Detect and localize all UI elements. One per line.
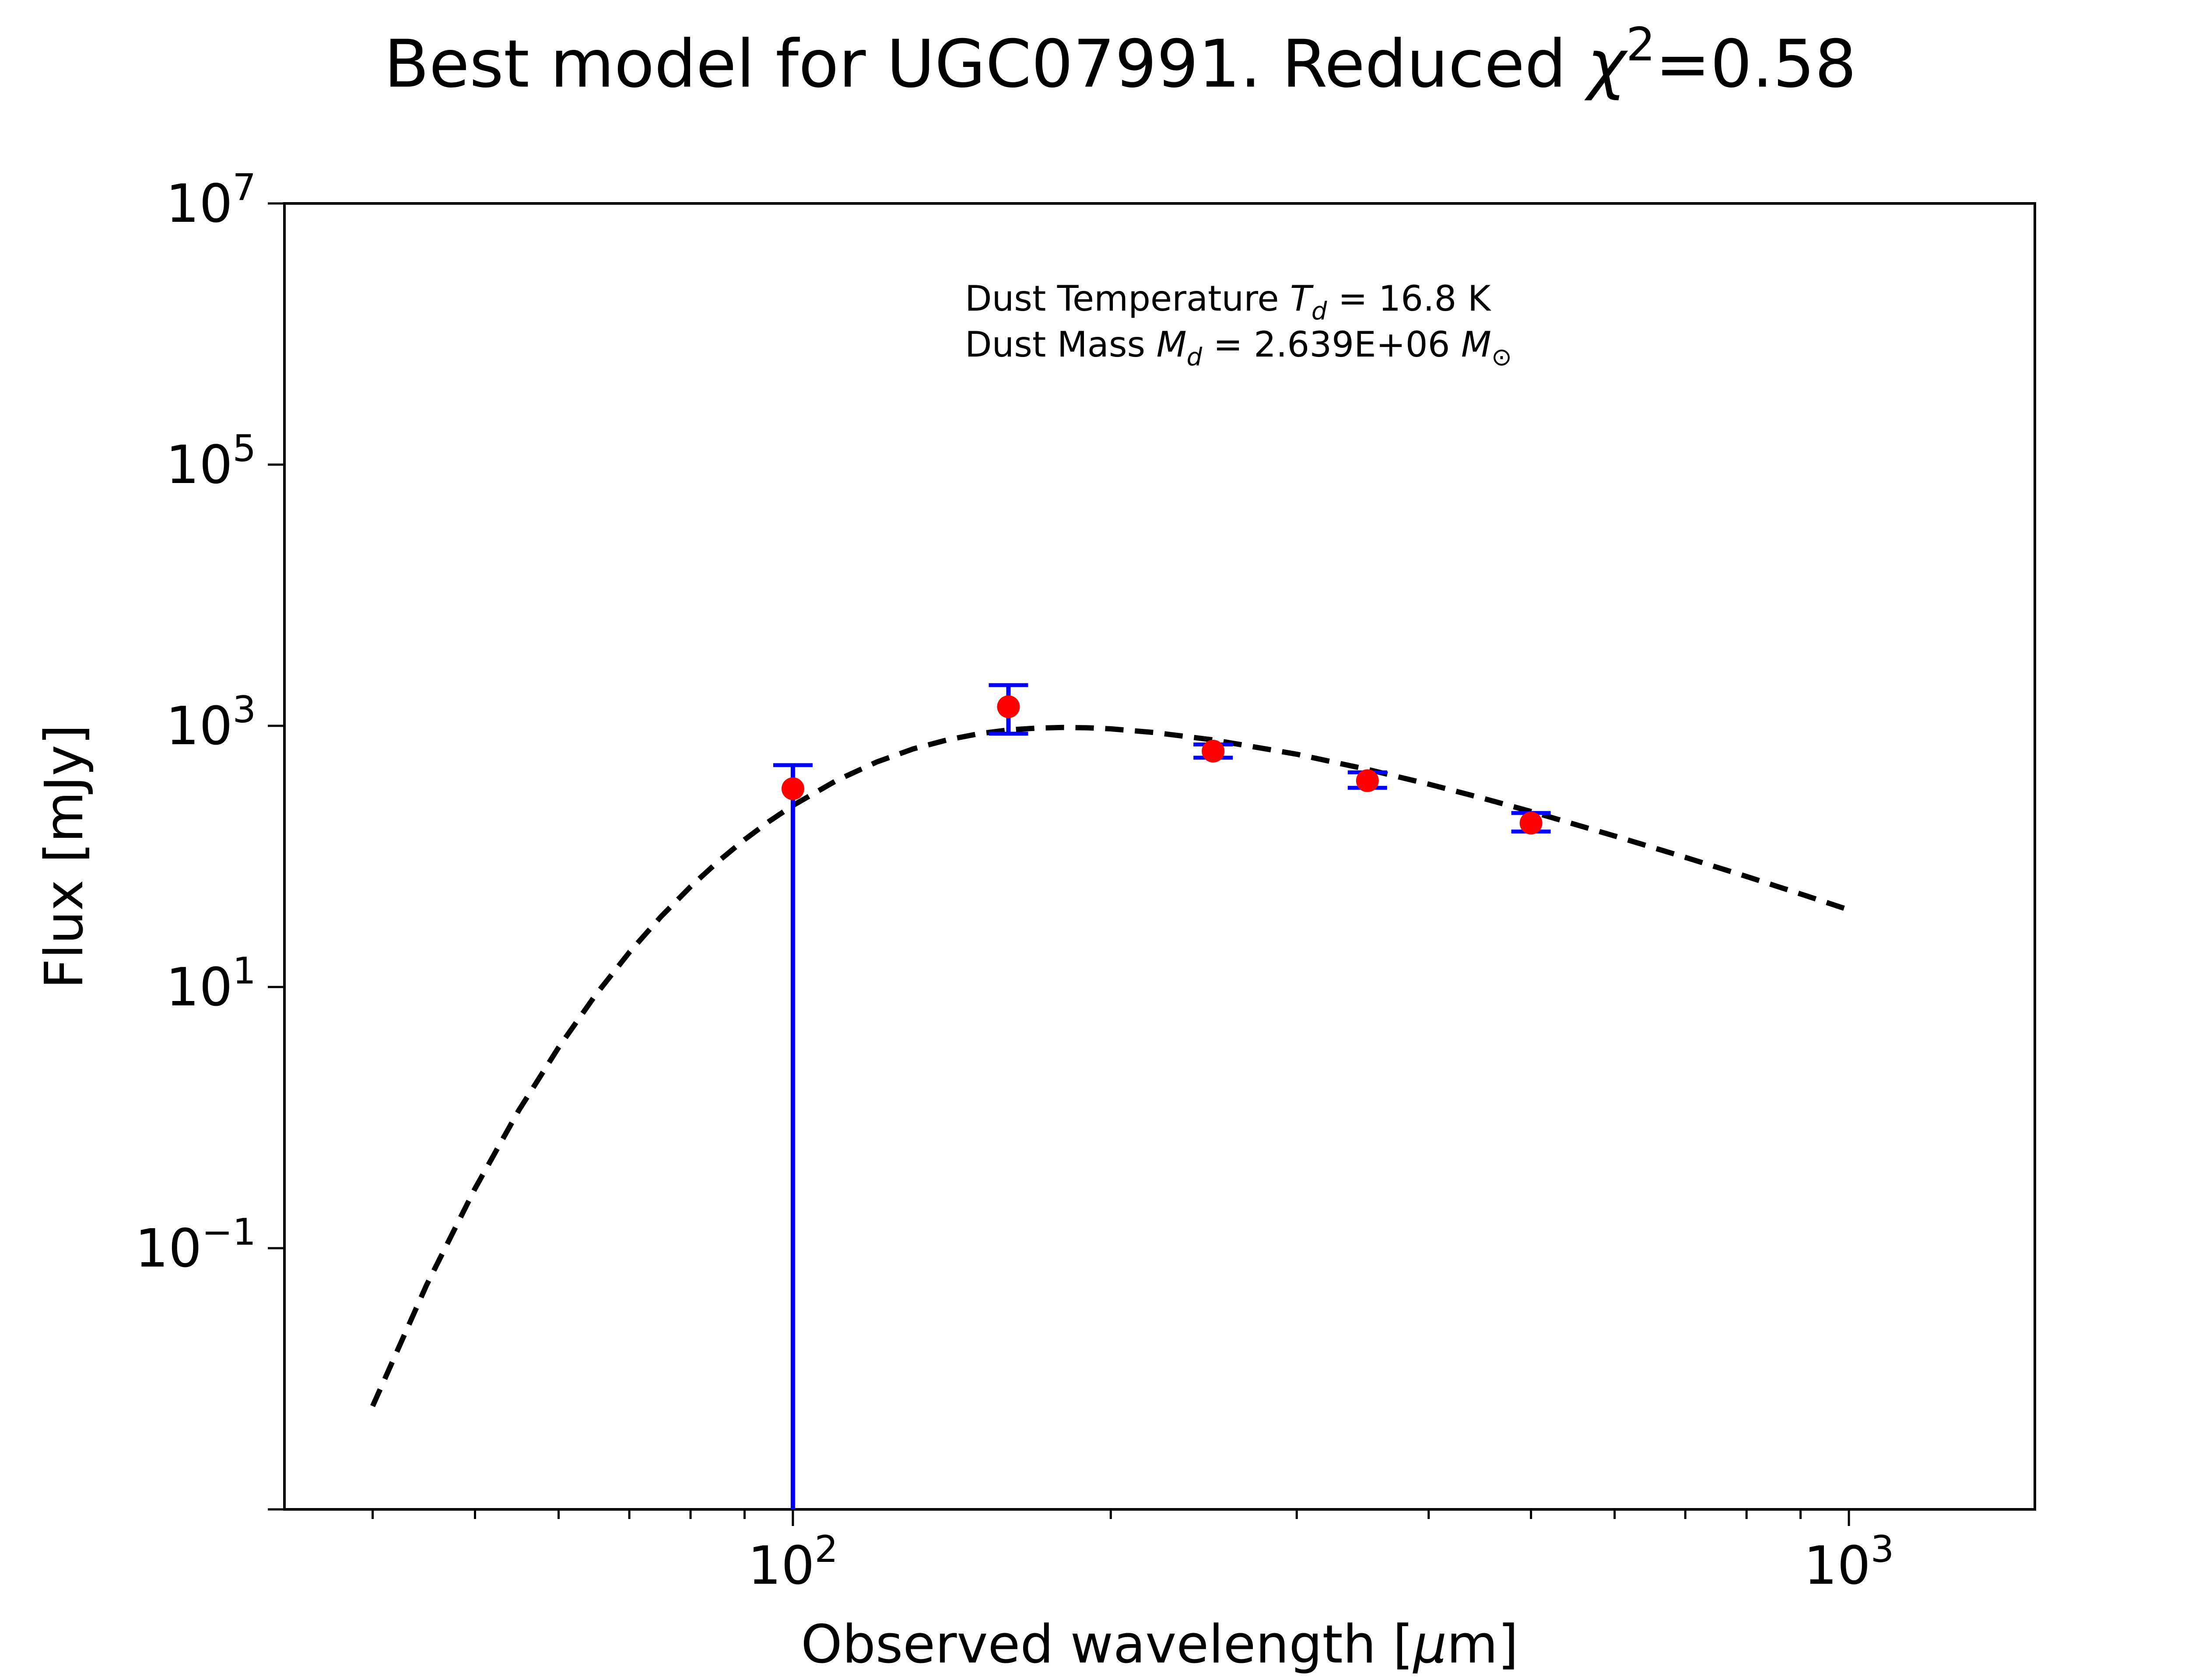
- x-tick-label-base: 10: [1804, 1536, 1871, 1596]
- data-point: [1202, 739, 1225, 763]
- annotation-mass-unit-sub: ⊙: [1491, 343, 1512, 371]
- data-point: [781, 777, 804, 800]
- chart-title: Best model for UGC07991. Reduced χ2=0.58: [384, 18, 1857, 102]
- y-tick-label-exponent: 7: [233, 166, 256, 209]
- annotation-mass-var: M: [1157, 324, 1187, 365]
- x-axis-ticks: 102 103: [372, 1509, 1894, 1596]
- y-tick-label-base: 10: [166, 174, 233, 234]
- data-points-group: [781, 695, 1543, 835]
- chart-title-chi-exponent: 2: [1626, 18, 1655, 71]
- x-axis-label-main: Observed wavelength [: [801, 1614, 1413, 1675]
- x-axis-label-mu: μ: [1413, 1614, 1447, 1675]
- x-tick-label-exponent: 3: [1871, 1528, 1894, 1571]
- chart-title-chi: χ: [1584, 26, 1628, 102]
- y-tick-label-base: 10: [166, 696, 233, 757]
- annotation-temp-value: = 16.8 K: [1327, 278, 1491, 319]
- model-curve-group: [370, 724, 1850, 1407]
- chart-title-prefix: Best model for UGC07991. Reduced: [384, 26, 1588, 102]
- x-tick-label-exponent: 2: [815, 1528, 838, 1571]
- data-point: [997, 695, 1020, 718]
- y-tick-label-exponent: 1: [233, 949, 256, 992]
- data-point: [1519, 812, 1543, 835]
- annotation-temp-sub: d: [1311, 297, 1327, 326]
- y-tick-label-base: 10: [135, 1218, 202, 1279]
- annotation-mass-text: Dust Mass: [965, 324, 1157, 365]
- y-tick-label: 101: [166, 949, 256, 1018]
- y-tick-label-exponent: 3: [233, 688, 256, 731]
- y-tick-label: 10−1: [135, 1211, 256, 1279]
- x-axis-label: Observed wavelength [μm]: [801, 1614, 1518, 1675]
- y-tick-label-exponent: −1: [202, 1211, 256, 1253]
- y-axis-label: Flux [mJy]: [34, 724, 95, 989]
- x-tick-label-base: 10: [748, 1536, 815, 1596]
- x-tick-label: 102: [748, 1528, 838, 1596]
- x-tick-label: 103: [1804, 1528, 1894, 1596]
- annotation-dust-mass: Dust Mass Md = 2.639E+06 M⊙: [965, 324, 1512, 371]
- y-tick-label: 103: [166, 688, 256, 757]
- data-point: [1356, 769, 1379, 792]
- y-tick-label-exponent: 5: [233, 427, 256, 470]
- y-tick-label: 107: [166, 166, 256, 234]
- errorbars-group: [773, 683, 1551, 1509]
- chart-title-suffix: =0.58: [1655, 26, 1857, 102]
- annotation-temp-text: Dust Temperature: [965, 278, 1290, 319]
- x-axis-label-tail: m]: [1447, 1614, 1518, 1675]
- annotation-mass-sub: d: [1187, 343, 1203, 371]
- model-curve: [370, 724, 1850, 1407]
- y-tick-label-base: 10: [166, 435, 233, 496]
- y-tick-label-base: 10: [166, 957, 233, 1018]
- annotation-mass-unit: M: [1461, 324, 1491, 365]
- annotation-mass-value: = 2.639E+06: [1202, 324, 1461, 365]
- annotation-temp-var: T: [1290, 278, 1314, 319]
- plot-area: [283, 202, 2036, 1511]
- y-tick-label: 105: [166, 427, 256, 496]
- annotation-dust-temperature: Dust Temperature Td = 16.8 K: [965, 278, 1492, 326]
